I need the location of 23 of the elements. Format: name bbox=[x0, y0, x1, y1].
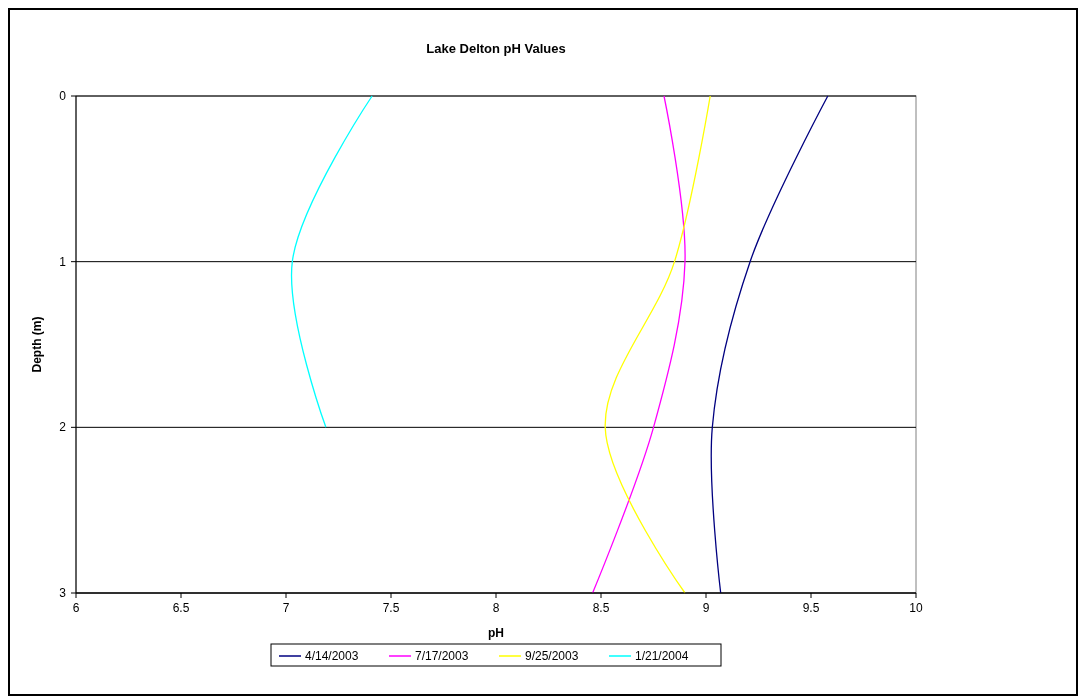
x-tick-label: 8.5 bbox=[592, 601, 610, 615]
line-series bbox=[710, 95, 829, 594]
y-tick-label: 3 bbox=[59, 586, 67, 600]
x-axis-title: pH bbox=[488, 626, 504, 640]
x-tick-label: 9.5 bbox=[802, 601, 820, 615]
y-tick-label: 1 bbox=[59, 254, 67, 269]
legend-label: 1/21/2004 bbox=[635, 649, 689, 663]
legend-label: 9/25/2003 bbox=[525, 649, 579, 663]
legend-label: 7/17/2003 bbox=[415, 649, 469, 663]
x-tick-label: 7 bbox=[282, 601, 290, 615]
chart-title: Lake Delton pH Values bbox=[426, 41, 566, 56]
x-tick-label: 6 bbox=[72, 601, 80, 615]
legend-label: 4/14/2003 bbox=[305, 649, 359, 663]
y-tick-label: 2 bbox=[59, 420, 67, 435]
y-axis-title: Depth (m) bbox=[30, 316, 44, 373]
x-tick-label: 6.5 bbox=[172, 601, 190, 615]
line-series bbox=[604, 95, 711, 594]
y-tick-label: 0 bbox=[59, 89, 67, 103]
line-series bbox=[591, 95, 686, 594]
x-tick-label: 7.5 bbox=[382, 601, 400, 615]
x-tick-label: 8 bbox=[492, 601, 500, 615]
x-tick-label: 10 bbox=[909, 601, 923, 615]
x-tick-label: 9 bbox=[702, 601, 710, 615]
